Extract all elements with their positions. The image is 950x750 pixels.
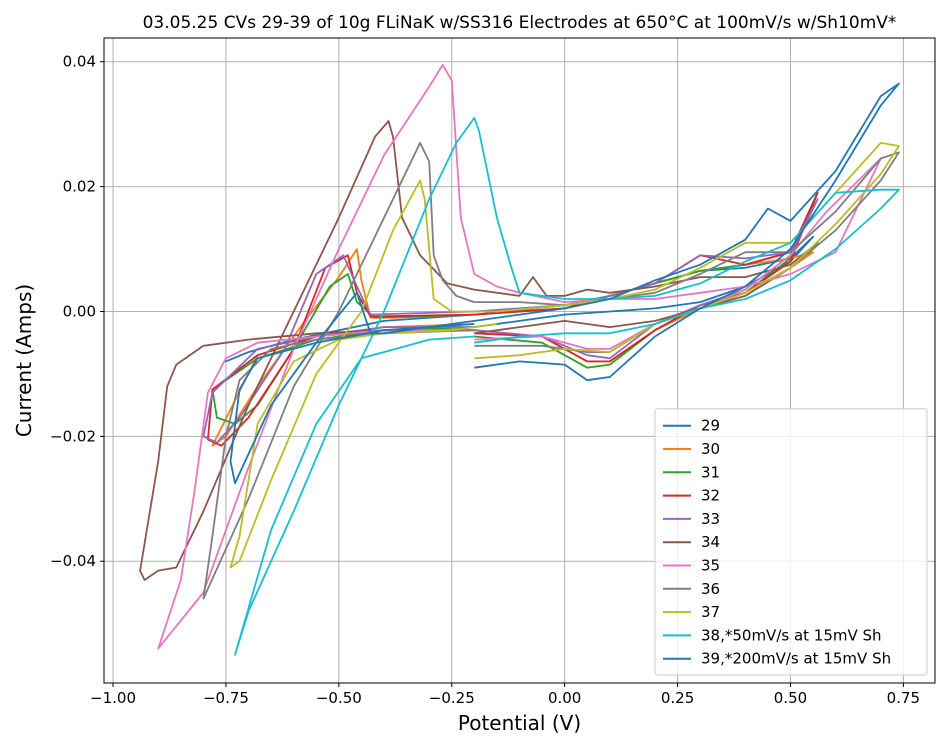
x-tick-label: 0.25 xyxy=(661,689,694,707)
y-tick-label: −0.04 xyxy=(50,552,96,570)
x-tick-label: 0.75 xyxy=(887,689,920,707)
y-tick-label: −0.02 xyxy=(50,427,96,445)
axis-ticks: −1.00 −0.75 −0.50 −0.25 0.00 0.25 0.50 0.75 −0.0… xyxy=(50,53,920,707)
legend-label: 30 xyxy=(701,440,720,458)
y-tick-label: 0.00 xyxy=(63,302,96,320)
legend: 29 30 31 32 33 34 35 36 37 38,*50mV/s at 15mV Sh 3… xyxy=(654,408,928,676)
legend-label: 38,*50mV/s at 15mV Sh xyxy=(701,626,882,644)
data-series xyxy=(139,63,900,656)
y-tick-label: 0.02 xyxy=(63,178,96,196)
x-tick-label: −0.25 xyxy=(429,689,475,707)
legend-label: 34 xyxy=(701,533,720,551)
x-tick-label: −0.50 xyxy=(316,689,362,707)
legend-label: 32 xyxy=(701,487,720,505)
x-tick-label: 0.00 xyxy=(548,689,581,707)
plot-frame xyxy=(103,37,936,684)
legend-label: 37 xyxy=(701,603,720,621)
legend-box xyxy=(654,408,928,676)
y-tick-label: 0.04 xyxy=(63,53,96,71)
series-line-11 xyxy=(229,82,900,485)
x-axis-label: Potential (V) xyxy=(458,711,581,735)
series-line-9 xyxy=(229,142,900,569)
legend-label: 33 xyxy=(701,510,720,528)
x-tick-label: 0.50 xyxy=(774,689,807,707)
x-tick-label: −1.00 xyxy=(90,689,136,707)
series-line-7 xyxy=(157,63,882,650)
legend-label: 35 xyxy=(701,557,720,575)
legend-label: 31 xyxy=(701,463,720,481)
legend-label: 29 xyxy=(701,417,720,435)
series-line-10 xyxy=(234,117,900,656)
legend-label: 36 xyxy=(701,580,720,598)
y-axis-label: Current (Amps) xyxy=(12,284,36,437)
x-tick-label: −0.75 xyxy=(203,689,249,707)
chart-title: 03.05.25 CVs 29-39 of 10g FLiNaK w/SS316… xyxy=(143,13,897,33)
legend-label: 39,*200mV/s at 15mV Sh xyxy=(701,650,891,668)
